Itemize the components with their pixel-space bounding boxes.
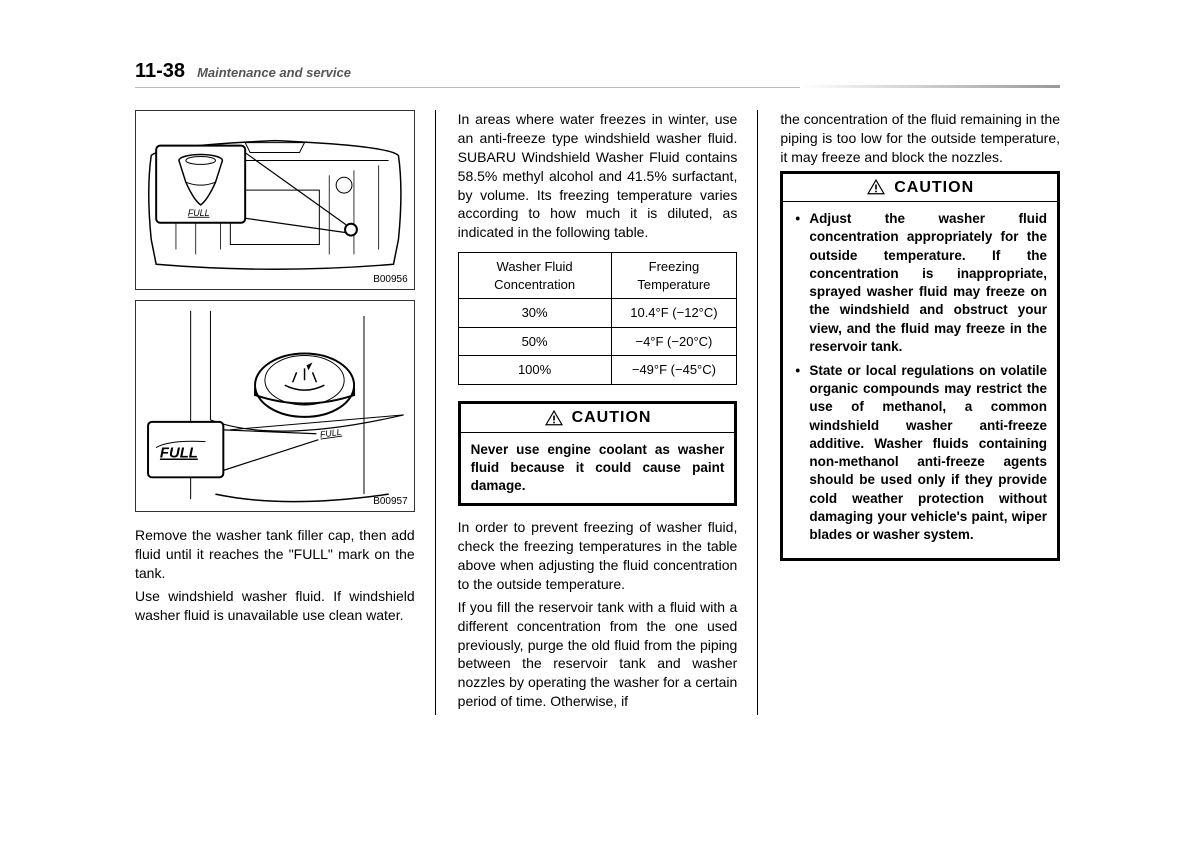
warning-icon bbox=[866, 178, 886, 196]
warning-icon bbox=[544, 409, 564, 427]
body-paragraph: In areas where water freezes in winter, … bbox=[458, 110, 738, 242]
caution-body: Adjust the washer fluid concentration ap… bbox=[783, 202, 1057, 558]
body-paragraph: Use windshield washer fluid. If windshie… bbox=[135, 587, 415, 625]
svg-text:FULL: FULL bbox=[160, 446, 198, 462]
manual-page: 11-38 Maintenance and service bbox=[0, 0, 1200, 745]
figure-engine-bay: FULL B00956 bbox=[135, 110, 415, 290]
figure-washer-cap: FULL FULL B00957 bbox=[135, 300, 415, 512]
column-3: the concentration of the fluid remaining… bbox=[780, 110, 1060, 715]
table-row: 30% 10.4°F (−12°C) bbox=[458, 299, 737, 328]
body-paragraph: Remove the washer tank filler cap, then … bbox=[135, 526, 415, 583]
column-1: FULL B00956 bbox=[135, 110, 436, 715]
caution-label: CAUTION bbox=[572, 407, 652, 429]
body-paragraph: the concentration of the fluid remaining… bbox=[780, 110, 1060, 167]
table-row: 50% −4°F (−20°C) bbox=[458, 327, 737, 356]
caution-bullet: Adjust the washer fluid concentration ap… bbox=[793, 210, 1047, 356]
caution-label: CAUTION bbox=[894, 177, 974, 199]
content-columns: FULL B00956 bbox=[135, 110, 1060, 715]
section-title: Maintenance and service bbox=[197, 65, 351, 80]
header-rule bbox=[800, 85, 1060, 88]
caution-body: Never use engine coolant as washer fluid… bbox=[461, 433, 735, 504]
caution-header: CAUTION bbox=[461, 404, 735, 433]
caution-box: CAUTION Never use engine coolant as wash… bbox=[458, 401, 738, 506]
caution-box: CAUTION Adjust the washer fluid concentr… bbox=[780, 171, 1060, 562]
table-header: Washer Fluid Concentration bbox=[458, 253, 611, 299]
column-2: In areas where water freezes in winter, … bbox=[458, 110, 759, 715]
svg-text:FULL: FULL bbox=[188, 208, 210, 218]
figure-label: B00956 bbox=[373, 273, 407, 287]
table-header: Freezing Temperature bbox=[611, 253, 737, 299]
page-number: 11-38 bbox=[135, 60, 185, 83]
body-paragraph: In order to prevent freezing of washer f… bbox=[458, 518, 738, 594]
body-paragraph: If you fill the reservoir tank with a fl… bbox=[458, 598, 738, 711]
table-row: 100% −49°F (−45°C) bbox=[458, 356, 737, 385]
figure-label: B00957 bbox=[373, 495, 407, 509]
caution-bullet: State or local regulations on volatile o… bbox=[793, 362, 1047, 544]
svg-text:FULL: FULL bbox=[319, 427, 342, 440]
freezing-table: Washer Fluid Concentration Freezing Temp… bbox=[458, 252, 738, 385]
page-header: 11-38 Maintenance and service bbox=[135, 60, 1060, 88]
caution-header: CAUTION bbox=[783, 174, 1057, 203]
